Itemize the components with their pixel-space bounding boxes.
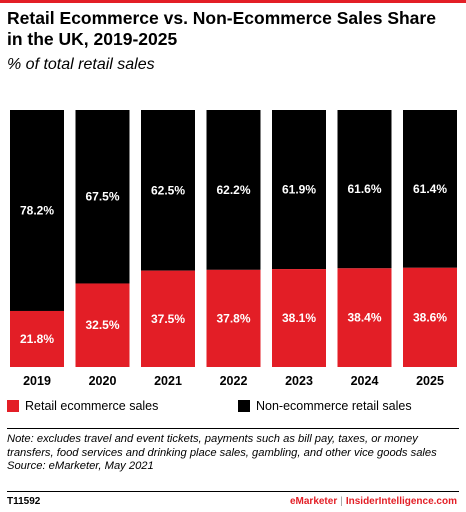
- bar-ecommerce: [206, 269, 261, 367]
- data-label-ecommerce: 32.5%: [85, 318, 119, 332]
- bar-ecommerce: [337, 268, 392, 367]
- brand-separator: |: [340, 496, 343, 507]
- x-tick-label: 2025: [416, 374, 444, 388]
- bar-ecommerce: [272, 269, 326, 367]
- brand-credit: eMarketer | InsiderIntelligence.com: [290, 496, 457, 507]
- chart-title: Retail Ecommerce vs. Non-Ecommerce Sales…: [7, 8, 436, 49]
- data-label-ecommerce: 38.6%: [413, 310, 447, 324]
- bar-non-ecommerce: [206, 110, 261, 270]
- bar-non-ecommerce: [337, 110, 392, 269]
- bar-non-ecommerce: [75, 110, 130, 284]
- bar-non-ecommerce: [10, 110, 64, 311]
- bar-non-ecommerce: [272, 110, 326, 270]
- x-tick-label: 2020: [89, 374, 117, 388]
- legend-swatch-ecommerce: [7, 400, 19, 412]
- data-label-ecommerce: 37.8%: [216, 311, 250, 325]
- source-text: Source: eMarketer, May 2021: [7, 460, 154, 472]
- x-tick-label: 2023: [285, 374, 313, 388]
- footer-divider-top: [7, 428, 459, 429]
- data-label-non-ecommerce: 61.6%: [347, 182, 381, 196]
- brand-insider-intelligence: InsiderIntelligence.com: [345, 496, 457, 507]
- legend-item-ecommerce: Retail ecommerce sales: [7, 398, 158, 414]
- data-label-ecommerce: 38.1%: [282, 311, 316, 325]
- stacked-bar-chart: 78.2% 21.8% 2019 67.5% 32.5% 2020 62.5% 37.5% 20…: [10, 110, 457, 388]
- brand-emarketer: eMarketer: [289, 496, 338, 507]
- bar-ecommerce: [403, 267, 457, 367]
- data-label-ecommerce: 38.4%: [347, 311, 381, 325]
- note-text: Note: excludes travel and event tickets,…: [7, 433, 437, 459]
- bar-ecommerce: [141, 270, 195, 367]
- x-tick-label: 2021: [154, 374, 182, 388]
- legend-label-non-ecommerce: Non-ecommerce retail sales: [256, 399, 412, 413]
- top-accent-bar: [0, 0, 466, 3]
- bar-ecommerce: [75, 283, 130, 367]
- data-label-non-ecommerce: 61.9%: [282, 183, 316, 197]
- footer-divider-bottom: [7, 491, 459, 492]
- x-tick-label: 2019: [23, 374, 51, 388]
- data-label-non-ecommerce: 67.5%: [85, 190, 119, 204]
- footnote: Note: excludes travel and event tickets,…: [7, 433, 459, 474]
- x-tick-label: 2024: [351, 374, 379, 388]
- chart-subtitle: % of total retail sales: [7, 56, 155, 73]
- data-label-non-ecommerce: 62.2%: [216, 183, 250, 197]
- legend-label-ecommerce: Retail ecommerce sales: [25, 399, 159, 413]
- data-label-non-ecommerce: 62.5%: [151, 183, 185, 197]
- chart-id: T11592: [7, 496, 41, 507]
- bar-non-ecommerce: [403, 110, 457, 268]
- bar-ecommerce: [10, 310, 64, 367]
- data-label-ecommerce: 21.8%: [20, 332, 54, 346]
- legend-item-non-ecommerce: Non-ecommerce retail sales: [238, 398, 412, 414]
- data-label-ecommerce: 37.5%: [151, 312, 185, 326]
- data-label-non-ecommerce: 78.2%: [20, 203, 54, 217]
- legend-swatch-non-ecommerce: [238, 400, 250, 412]
- x-tick-label: 2022: [220, 374, 248, 388]
- bar-non-ecommerce: [141, 110, 195, 271]
- data-label-non-ecommerce: 61.4%: [413, 182, 447, 196]
